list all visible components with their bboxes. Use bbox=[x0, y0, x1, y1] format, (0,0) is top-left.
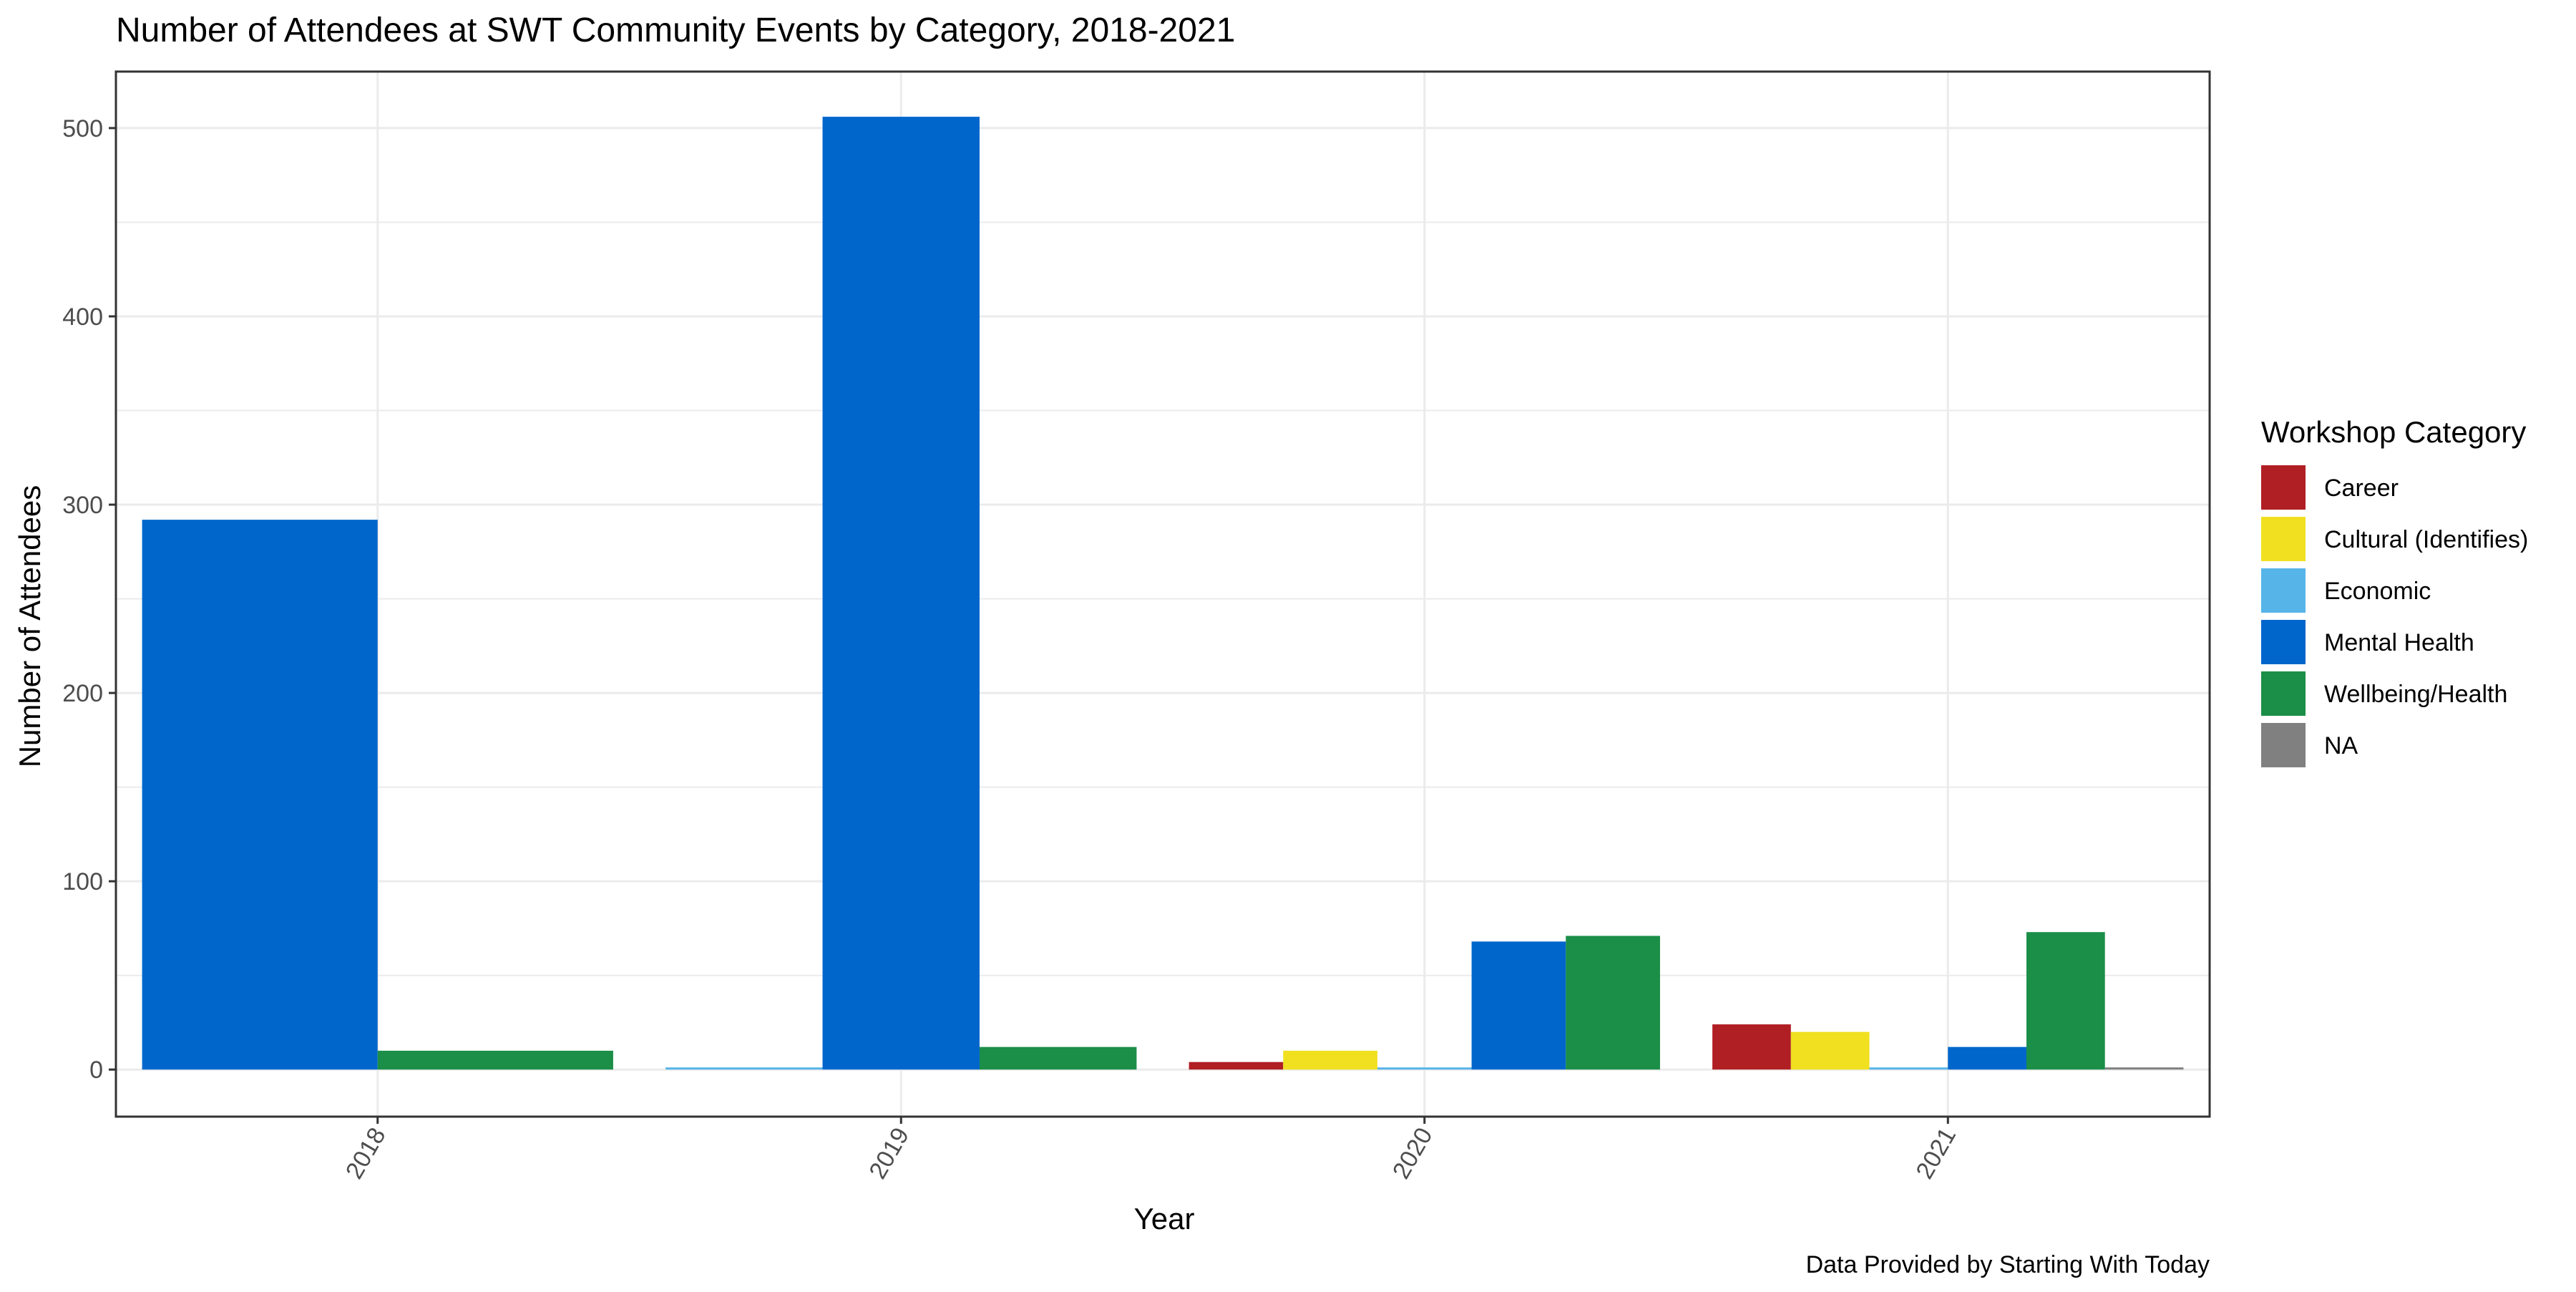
chart-title: Number of Attendees at SWT Community Eve… bbox=[116, 11, 1235, 49]
legend-label: Economic bbox=[2324, 578, 2431, 605]
x-tick-label: 2021 bbox=[1911, 1123, 1961, 1184]
y-tick-label: 400 bbox=[62, 303, 103, 331]
x-tick-label: 2019 bbox=[864, 1123, 914, 1184]
bar bbox=[1712, 1024, 1791, 1070]
y-tick-label: 500 bbox=[62, 115, 103, 142]
legend-swatch bbox=[2261, 568, 2306, 613]
chart-caption: Data Provided by Starting With Today bbox=[1806, 1251, 2210, 1278]
legend-title: Workshop Category bbox=[2261, 415, 2526, 449]
bar bbox=[1189, 1062, 1284, 1070]
legend-label: Career bbox=[2324, 475, 2399, 502]
legend-swatch bbox=[2261, 671, 2306, 716]
bar bbox=[1869, 1067, 1948, 1070]
bar bbox=[2104, 1067, 2184, 1070]
panel-background bbox=[116, 72, 2210, 1117]
bar bbox=[377, 1050, 613, 1070]
x-tick-label: 2020 bbox=[1387, 1123, 1438, 1184]
panel-border bbox=[114, 70, 2211, 1118]
bar bbox=[979, 1046, 1137, 1070]
bar bbox=[1948, 1046, 2026, 1070]
x-tick-label: 2018 bbox=[341, 1123, 391, 1184]
bar bbox=[142, 520, 378, 1070]
bar bbox=[1283, 1050, 1377, 1070]
plot-area: 0 100 200 300 400 500 2018 2019 2020 2021 bbox=[62, 70, 2211, 1184]
legend-swatch bbox=[2261, 723, 2306, 767]
legend: Career Cultural (Identifies) Economic Menta… bbox=[2261, 465, 2528, 767]
x-axis-title: Year bbox=[1134, 1202, 1195, 1235]
legend-label: Cultural (Identifies) bbox=[2324, 526, 2528, 553]
bar bbox=[1566, 936, 1660, 1070]
bar bbox=[822, 117, 980, 1070]
legend-label: NA bbox=[2324, 732, 2358, 759]
bar bbox=[2026, 932, 2105, 1070]
y-tick-label: 100 bbox=[62, 868, 103, 895]
y-tick-label: 300 bbox=[62, 492, 103, 519]
bar bbox=[1377, 1067, 1472, 1070]
legend-label: Mental Health bbox=[2324, 629, 2474, 656]
y-tick-label: 200 bbox=[62, 680, 103, 707]
bar bbox=[1471, 941, 1566, 1070]
bar bbox=[1790, 1031, 1870, 1070]
legend-label: Wellbeing/Health bbox=[2324, 681, 2507, 708]
y-axis-title: Number of Attendees bbox=[13, 485, 47, 768]
y-tick-label: 0 bbox=[89, 1057, 103, 1084]
legend-swatch bbox=[2261, 620, 2306, 664]
bar bbox=[665, 1067, 823, 1070]
legend-swatch bbox=[2261, 465, 2306, 510]
legend-swatch bbox=[2261, 517, 2306, 561]
